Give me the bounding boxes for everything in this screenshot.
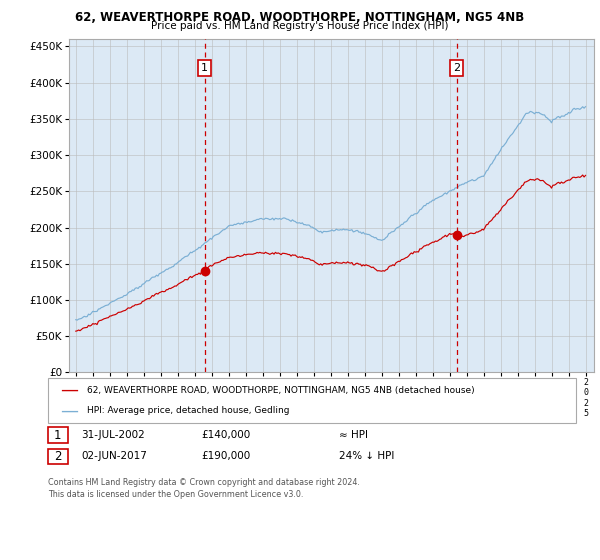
Text: HPI: Average price, detached house, Gedling: HPI: Average price, detached house, Gedl… xyxy=(87,406,290,415)
Text: Price paid vs. HM Land Registry's House Price Index (HPI): Price paid vs. HM Land Registry's House … xyxy=(151,21,449,31)
Text: 24% ↓ HPI: 24% ↓ HPI xyxy=(339,451,394,461)
Text: £140,000: £140,000 xyxy=(201,430,250,440)
Text: £190,000: £190,000 xyxy=(201,451,250,461)
Text: —: — xyxy=(60,402,78,419)
Text: 2: 2 xyxy=(54,450,62,463)
Text: 02-JUN-2017: 02-JUN-2017 xyxy=(81,451,147,461)
Text: —: — xyxy=(60,381,78,399)
Text: 1: 1 xyxy=(201,63,208,73)
Text: 2: 2 xyxy=(453,63,460,73)
Text: This data is licensed under the Open Government Licence v3.0.: This data is licensed under the Open Gov… xyxy=(48,490,304,499)
Text: 31-JUL-2002: 31-JUL-2002 xyxy=(81,430,145,440)
Text: 1: 1 xyxy=(54,428,62,442)
Text: 62, WEAVERTHORPE ROAD, WOODTHORPE, NOTTINGHAM, NG5 4NB: 62, WEAVERTHORPE ROAD, WOODTHORPE, NOTTI… xyxy=(76,11,524,24)
Text: Contains HM Land Registry data © Crown copyright and database right 2024.: Contains HM Land Registry data © Crown c… xyxy=(48,478,360,487)
Text: 62, WEAVERTHORPE ROAD, WOODTHORPE, NOTTINGHAM, NG5 4NB (detached house): 62, WEAVERTHORPE ROAD, WOODTHORPE, NOTTI… xyxy=(87,386,475,395)
Text: ≈ HPI: ≈ HPI xyxy=(339,430,368,440)
